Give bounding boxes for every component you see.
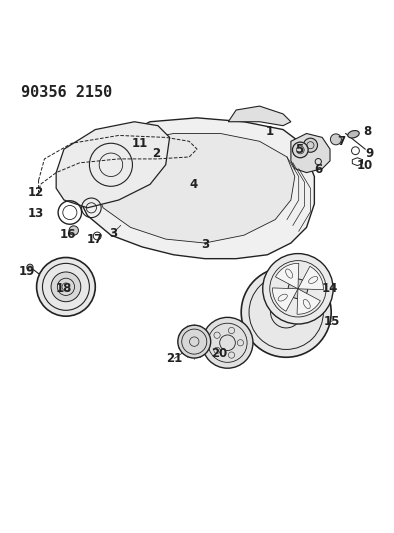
Circle shape (51, 272, 81, 302)
Text: 15: 15 (324, 315, 340, 328)
Text: 21: 21 (166, 352, 182, 365)
Circle shape (178, 325, 211, 358)
Text: 90356 2150: 90356 2150 (21, 85, 112, 100)
Wedge shape (273, 288, 298, 311)
Text: 19: 19 (19, 265, 35, 278)
Circle shape (288, 279, 308, 298)
Polygon shape (95, 133, 295, 243)
Text: 3: 3 (109, 227, 117, 240)
Wedge shape (297, 289, 320, 314)
Text: 10: 10 (357, 159, 374, 172)
Circle shape (263, 254, 333, 324)
Circle shape (331, 134, 341, 145)
Ellipse shape (348, 131, 359, 138)
Text: 3: 3 (201, 238, 209, 252)
Circle shape (202, 317, 253, 368)
Text: 4: 4 (189, 178, 197, 191)
Polygon shape (56, 122, 169, 208)
Text: 11: 11 (132, 137, 149, 150)
Text: 5: 5 (295, 143, 303, 156)
Circle shape (292, 142, 308, 158)
Circle shape (241, 267, 331, 357)
Polygon shape (291, 133, 330, 173)
Text: 13: 13 (28, 207, 44, 220)
Polygon shape (80, 118, 314, 259)
Text: 6: 6 (314, 163, 322, 176)
Text: 8: 8 (363, 125, 371, 138)
Text: 12: 12 (28, 187, 44, 199)
Text: 2: 2 (152, 147, 160, 159)
Text: 16: 16 (60, 228, 76, 241)
Text: 7: 7 (338, 135, 346, 148)
Wedge shape (275, 263, 299, 289)
Text: 17: 17 (86, 233, 102, 246)
Circle shape (303, 138, 318, 152)
Text: 14: 14 (322, 281, 338, 295)
Text: 20: 20 (212, 347, 228, 360)
Text: 18: 18 (56, 281, 72, 295)
Text: 9: 9 (365, 147, 373, 159)
Circle shape (37, 257, 95, 316)
Text: 1: 1 (265, 125, 273, 138)
Circle shape (69, 226, 78, 235)
Wedge shape (298, 266, 323, 290)
Circle shape (27, 264, 33, 270)
Polygon shape (228, 106, 291, 126)
